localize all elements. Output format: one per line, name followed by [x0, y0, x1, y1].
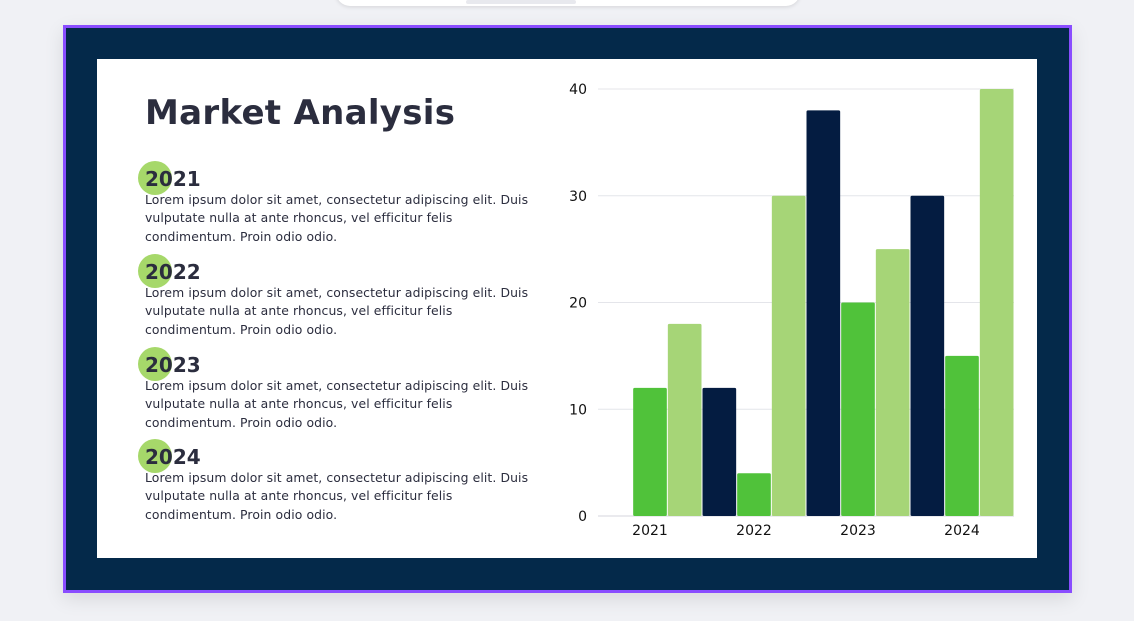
bar-2023-series-1 [806, 110, 841, 516]
bar-2021-series-2 [633, 387, 667, 516]
bar-2024-series-3 [979, 89, 1014, 516]
year-dot-icon [138, 254, 172, 288]
entry-text: Lorem ipsum dolor sit amet, consectetur … [145, 285, 529, 337]
year-dot-icon [138, 161, 172, 195]
entry-year: 2024 [145, 445, 201, 469]
x-tick-label: 2024 [944, 523, 980, 539]
entry-year: 2023 [145, 353, 201, 377]
entry-text: Lorem ipsum dolor sit amet, consectetur … [145, 192, 529, 244]
y-tick-label: 40 [569, 82, 587, 98]
bar-2023-series-2 [841, 302, 875, 516]
timeline-entry-2022: 2022 Lorem ipsum dolor sit amet, consect… [138, 254, 535, 339]
bar-2022-series-3 [771, 195, 806, 516]
entry-year: 2021 [145, 167, 201, 191]
bar-chart: 0 10 20 30 40 2021 2022 2023 2024 [569, 82, 1014, 539]
y-tick-label: 20 [569, 296, 587, 312]
entry-year: 2022 [145, 260, 201, 284]
year-dot-icon [138, 347, 172, 381]
entry-text: Lorem ipsum dolor sit amet, consectetur … [145, 470, 529, 522]
timeline-entry-2023: 2023 Lorem ipsum dolor sit amet, consect… [138, 347, 535, 432]
bar-2022-series-1 [702, 387, 737, 516]
x-tick-label: 2023 [840, 523, 876, 539]
y-tick-label: 0 [578, 509, 587, 525]
x-tick-label: 2022 [736, 523, 772, 539]
slide-content-card: Market Analysis 2021 Lorem ipsum dolor s… [97, 59, 1037, 558]
year-dot-icon [138, 439, 172, 473]
toolbar-handle [466, 0, 576, 4]
bar-2023-series-3 [875, 249, 910, 516]
slide-frame[interactable]: Market Analysis 2021 Lorem ipsum dolor s… [63, 25, 1072, 593]
timeline-entry-2024: 2024 Lorem ipsum dolor sit amet, consect… [138, 439, 535, 524]
timeline-entry-2021: 2021 Lorem ipsum dolor sit amet, consect… [138, 161, 535, 246]
x-tick-label: 2021 [632, 523, 668, 539]
entry-text: Lorem ipsum dolor sit amet, consectetur … [145, 378, 529, 430]
bar-2024-series-2 [945, 355, 979, 516]
y-tick-label: 30 [569, 189, 587, 205]
bar-2024-series-1 [910, 195, 945, 516]
bar-2022-series-2 [737, 473, 771, 516]
slide-title: Market Analysis [145, 93, 456, 133]
bar-2021-series-3 [667, 323, 702, 516]
top-toolbar-tab [336, 0, 800, 6]
y-tick-label: 10 [569, 402, 587, 418]
